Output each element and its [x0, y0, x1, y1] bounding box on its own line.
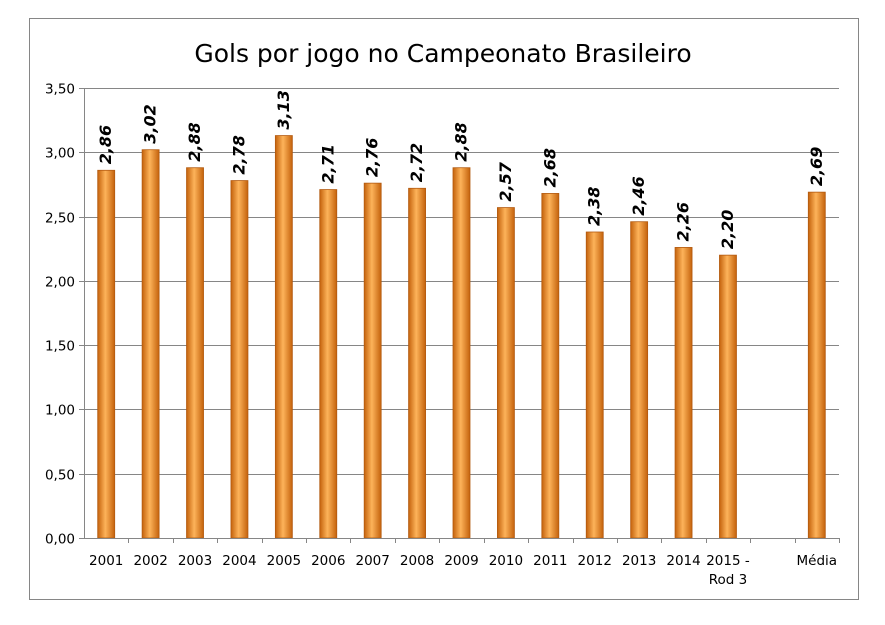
chart-title: Gols por jogo no Campeonato Brasileiro [194, 39, 691, 68]
data-label: 2,88 [452, 122, 471, 161]
x-tick-label: Média [797, 553, 838, 569]
data-labels: 2,86 3,02 2,88 2,78 3,13 2,71 2,76 2,72 2,88 2,57… [96, 90, 826, 249]
x-tick-label: 2004 [222, 553, 256, 569]
x-tick-label: 2007 [355, 553, 389, 569]
x-tick-label: 2014 [666, 553, 700, 569]
y-tick-label: 2,00 [45, 275, 75, 291]
bar [408, 187, 426, 539]
bar [674, 247, 693, 539]
data-label: 2,69 [807, 147, 826, 186]
data-label: 2,71 [318, 144, 337, 183]
y-tick-label: 3,00 [45, 146, 75, 162]
bar [141, 149, 160, 539]
data-label: 2,78 [229, 135, 248, 174]
bar [186, 167, 204, 539]
data-label: 2,46 [629, 176, 648, 215]
x-tick-label: 2005 [267, 553, 301, 569]
bar [97, 169, 116, 539]
y-axis-ticks: 0,00 0,50 1,00 1,50 2,00 2,50 3,00 3,50 [45, 82, 84, 548]
bar [230, 180, 249, 539]
bar [541, 193, 560, 539]
y-tick-label: 1,00 [45, 403, 75, 419]
y-tick-label: 1,50 [45, 339, 75, 355]
x-tick-label: 2010 [489, 553, 523, 569]
x-tick-label: 2002 [133, 553, 167, 569]
x-tick-label: 2001 [89, 553, 123, 569]
data-label: 2,88 [185, 122, 204, 161]
data-label: 2,57 [496, 161, 515, 201]
x-tick-label: 2008 [400, 553, 434, 569]
x-tick-label: 2009 [444, 553, 478, 569]
x-tick-label: 2003 [178, 553, 212, 569]
data-label: 2,26 [674, 202, 693, 241]
data-label: 2,76 [363, 138, 382, 177]
data-label: 2,72 [407, 143, 426, 182]
y-tick-label: 0,00 [45, 532, 75, 548]
bar [585, 231, 604, 539]
x-tick-label: 2006 [311, 553, 345, 569]
x-tick-label: Rod 3 [709, 572, 747, 588]
data-label: 2,38 [585, 187, 604, 226]
data-label: 2,20 [718, 210, 737, 249]
data-label: 2,68 [540, 148, 559, 187]
bar [497, 207, 515, 539]
bar [719, 254, 737, 539]
data-label: 3,02 [141, 104, 160, 143]
bar [319, 189, 338, 539]
x-tick-label: 2011 [533, 553, 567, 569]
y-tick-label: 3,50 [45, 82, 75, 98]
bar [630, 221, 649, 539]
y-tick-label: 0,50 [45, 468, 75, 484]
bar [274, 135, 293, 539]
x-tick-label: 2015 - [706, 553, 750, 569]
bar [452, 167, 471, 539]
bar [363, 182, 382, 539]
data-label: 2,86 [96, 125, 115, 164]
y-tick-label: 2,50 [45, 211, 75, 227]
bar [807, 191, 826, 539]
data-label: 3,13 [274, 90, 293, 129]
x-axis-ticks: 2001 2002 2003 2004 2005 2006 2007 2008 2009 2010… [89, 538, 840, 588]
x-tick-label: 2012 [578, 553, 612, 569]
x-tick-label: 2013 [622, 553, 656, 569]
